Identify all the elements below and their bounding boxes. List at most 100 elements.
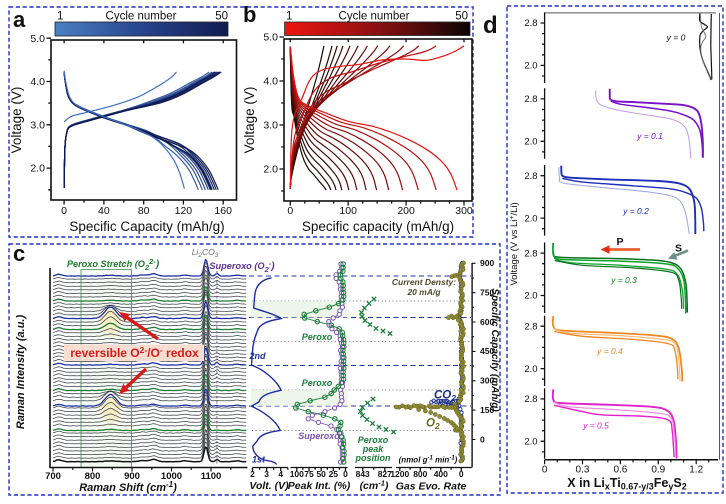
svg-text:750: 750 bbox=[480, 288, 494, 298]
svg-text:900: 900 bbox=[124, 471, 140, 482]
svg-text:2nd: 2nd bbox=[249, 351, 267, 361]
svg-text:0: 0 bbox=[287, 205, 293, 217]
svg-text:50: 50 bbox=[215, 11, 228, 23]
svg-text:2.0: 2.0 bbox=[524, 213, 537, 224]
svg-text:Specific Capacity (mAh/g): Specific Capacity (mAh/g) bbox=[489, 288, 500, 412]
svg-text:(nmol g-1 min-1): (nmol g-1 min-1) bbox=[399, 456, 458, 465]
svg-text:160: 160 bbox=[214, 205, 232, 217]
svg-text:y = 0.3: y = 0.3 bbox=[610, 275, 637, 285]
svg-text:400: 400 bbox=[434, 469, 448, 479]
svg-text:150: 150 bbox=[480, 405, 494, 415]
svg-text:2.8: 2.8 bbox=[524, 394, 537, 405]
svg-text:5.0: 5.0 bbox=[263, 32, 278, 44]
svg-text:Raman Shift (cm-1): Raman Shift (cm-1) bbox=[79, 480, 177, 494]
svg-text:Voltage (V): Voltage (V) bbox=[242, 87, 257, 154]
svg-text:2.0: 2.0 bbox=[524, 437, 537, 448]
svg-text:3.0: 3.0 bbox=[30, 119, 45, 131]
svg-text:700: 700 bbox=[45, 471, 61, 482]
svg-text:2.8: 2.8 bbox=[524, 94, 537, 105]
svg-text:1.2: 1.2 bbox=[689, 465, 703, 476]
svg-text:a: a bbox=[13, 7, 26, 32]
svg-text:0: 0 bbox=[459, 469, 464, 479]
svg-text:100: 100 bbox=[339, 205, 357, 217]
svg-text:75: 75 bbox=[304, 469, 314, 479]
svg-text:Peroxo Stretch (O22-): Peroxo Stretch (O22-) bbox=[67, 257, 160, 272]
svg-text:2.0: 2.0 bbox=[524, 137, 537, 148]
svg-text:0.3: 0.3 bbox=[576, 465, 590, 476]
svg-text:1: 1 bbox=[57, 11, 63, 23]
svg-text:O2: O2 bbox=[426, 418, 440, 432]
svg-text:position: position bbox=[355, 453, 391, 463]
svg-text:300: 300 bbox=[480, 376, 494, 386]
svg-text:Specific capacity (mAh/g): Specific capacity (mAh/g) bbox=[302, 219, 454, 234]
svg-text:1000: 1000 bbox=[161, 471, 182, 482]
svg-text:2.8: 2.8 bbox=[524, 18, 537, 29]
svg-text:Current Densty:: Current Densty: bbox=[392, 277, 456, 287]
svg-text:2.0: 2.0 bbox=[524, 61, 537, 72]
svg-text:b: b bbox=[243, 2, 256, 27]
svg-text:40: 40 bbox=[98, 205, 110, 217]
svg-text:200: 200 bbox=[397, 205, 415, 217]
svg-text:Superoxo: Superoxo bbox=[298, 431, 340, 441]
svg-text:Peroxo: Peroxo bbox=[358, 435, 389, 445]
svg-text:0: 0 bbox=[61, 205, 67, 217]
svg-text:0.6: 0.6 bbox=[613, 465, 627, 476]
svg-text:800: 800 bbox=[85, 471, 101, 482]
svg-text:900: 900 bbox=[480, 258, 494, 268]
svg-text:20 mA/g: 20 mA/g bbox=[406, 287, 441, 297]
svg-text:1100: 1100 bbox=[201, 471, 222, 482]
svg-text:4.0: 4.0 bbox=[30, 76, 45, 88]
svg-text:0: 0 bbox=[343, 469, 348, 479]
svg-text:100: 100 bbox=[290, 469, 304, 479]
svg-text:Specific Capacity (mAh/g): Specific Capacity (mAh/g) bbox=[69, 219, 224, 234]
svg-text:Voltage (V): Voltage (V) bbox=[9, 87, 24, 154]
svg-text:25: 25 bbox=[329, 469, 339, 479]
svg-text:Voltage (V vs Li+/Li): Voltage (V vs Li+/Li) bbox=[509, 202, 520, 285]
svg-text:Superoxo (O2-): Superoxo (O2-) bbox=[209, 259, 275, 274]
svg-text:y = 0.5: y = 0.5 bbox=[582, 421, 609, 431]
svg-text:2.0: 2.0 bbox=[524, 291, 537, 302]
svg-text:80: 80 bbox=[138, 205, 150, 217]
svg-text:0: 0 bbox=[542, 465, 548, 476]
svg-text:50: 50 bbox=[455, 11, 468, 23]
svg-text:y = 0: y = 0 bbox=[666, 33, 686, 43]
svg-text:Peak Int. (%): Peak Int. (%) bbox=[288, 480, 351, 492]
svg-text:450: 450 bbox=[480, 346, 494, 356]
svg-text:Volt. (V): Volt. (V) bbox=[249, 480, 289, 492]
svg-text:2.8: 2.8 bbox=[524, 321, 537, 332]
svg-text:y = 0.4: y = 0.4 bbox=[596, 346, 623, 356]
svg-text:5.0: 5.0 bbox=[30, 33, 45, 45]
svg-text:c: c bbox=[13, 241, 25, 266]
svg-text:peak: peak bbox=[362, 444, 385, 454]
svg-text:Raman Intensity (a.u.): Raman Intensity (a.u.) bbox=[15, 315, 27, 430]
svg-text:3.0: 3.0 bbox=[263, 120, 278, 132]
svg-text:X in LixTi0.67-y/3FeyS2: X in LixTi0.67-y/3FeyS2 bbox=[567, 476, 686, 492]
svg-text:1st: 1st bbox=[252, 455, 266, 465]
svg-text:843: 843 bbox=[356, 469, 370, 479]
svg-text:300: 300 bbox=[455, 205, 473, 217]
svg-text:Cycle number: Cycle number bbox=[106, 11, 177, 23]
svg-text:Cycle number: Cycle number bbox=[339, 11, 410, 23]
svg-text:0.9: 0.9 bbox=[651, 465, 665, 476]
svg-text:0: 0 bbox=[480, 434, 485, 444]
svg-text:reversible O2-/O- redox: reversible O2-/O- redox bbox=[70, 345, 199, 360]
svg-text:2.0: 2.0 bbox=[30, 163, 45, 175]
svg-text:50: 50 bbox=[316, 469, 326, 479]
svg-text:y = 0.1: y = 0.1 bbox=[636, 131, 663, 141]
svg-text:Peroxo: Peroxo bbox=[302, 378, 333, 388]
svg-text:120: 120 bbox=[175, 205, 193, 217]
svg-text:2.8: 2.8 bbox=[524, 248, 537, 259]
svg-text:4.0: 4.0 bbox=[263, 76, 278, 88]
svg-text:P: P bbox=[616, 236, 623, 248]
svg-text:Gas Evo. Rate: Gas Evo. Rate bbox=[396, 481, 467, 493]
svg-text:600: 600 bbox=[480, 317, 494, 327]
svg-text:d: d bbox=[483, 12, 498, 39]
svg-text:4: 4 bbox=[278, 469, 283, 479]
svg-text:2.0: 2.0 bbox=[524, 364, 537, 375]
svg-text:2: 2 bbox=[250, 469, 255, 479]
svg-text:827: 827 bbox=[378, 469, 392, 479]
svg-text:y = 0.2: y = 0.2 bbox=[622, 206, 649, 216]
svg-text:S: S bbox=[675, 243, 682, 255]
svg-text:800: 800 bbox=[413, 469, 427, 479]
svg-text:3: 3 bbox=[264, 469, 269, 479]
